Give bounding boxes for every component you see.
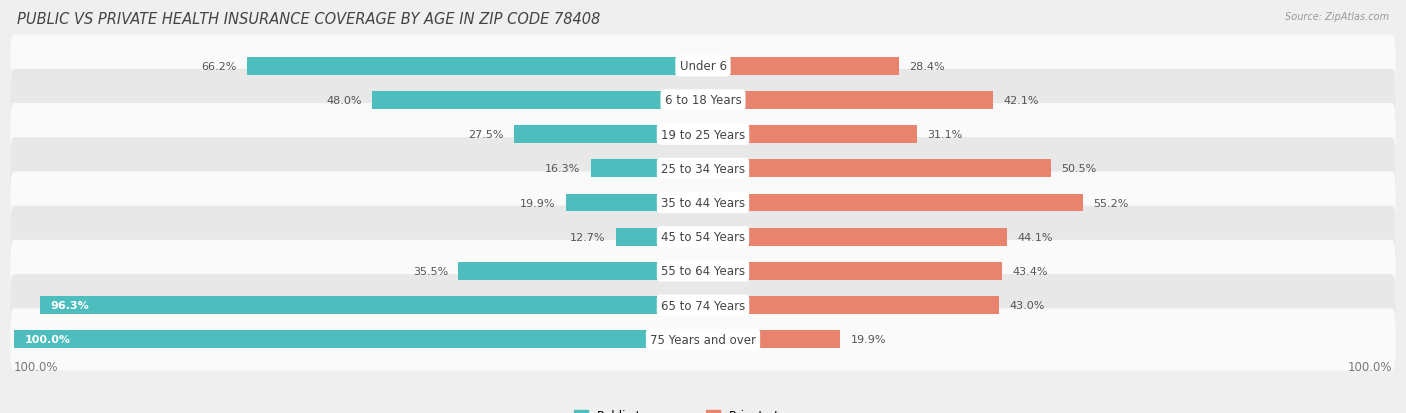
FancyBboxPatch shape: [11, 206, 1395, 268]
Text: 31.1%: 31.1%: [928, 130, 963, 140]
Bar: [458, 262, 703, 280]
Bar: [703, 126, 917, 144]
Text: 50.5%: 50.5%: [1062, 164, 1097, 174]
Text: Under 6: Under 6: [679, 60, 727, 73]
Bar: [565, 194, 703, 212]
Bar: [703, 194, 1083, 212]
Text: 45 to 54 Years: 45 to 54 Years: [661, 231, 745, 244]
Bar: [591, 160, 703, 178]
Text: 19 to 25 Years: 19 to 25 Years: [661, 128, 745, 141]
Legend: Public Insurance, Private Insurance: Public Insurance, Private Insurance: [569, 404, 837, 413]
FancyBboxPatch shape: [11, 70, 1395, 132]
Text: PUBLIC VS PRIVATE HEALTH INSURANCE COVERAGE BY AGE IN ZIP CODE 78408: PUBLIC VS PRIVATE HEALTH INSURANCE COVER…: [17, 12, 600, 27]
Text: 35.5%: 35.5%: [413, 266, 449, 276]
Text: 100.0%: 100.0%: [14, 360, 59, 373]
Text: 12.7%: 12.7%: [569, 232, 605, 242]
Bar: [616, 228, 703, 246]
Text: 100.0%: 100.0%: [24, 335, 70, 344]
Text: 6 to 18 Years: 6 to 18 Years: [665, 94, 741, 107]
Bar: [513, 126, 703, 144]
Text: 16.3%: 16.3%: [546, 164, 581, 174]
FancyBboxPatch shape: [11, 138, 1395, 200]
FancyBboxPatch shape: [11, 172, 1395, 234]
Text: 43.0%: 43.0%: [1010, 300, 1045, 311]
Text: 48.0%: 48.0%: [326, 96, 361, 106]
Text: 19.9%: 19.9%: [851, 335, 886, 344]
Text: 66.2%: 66.2%: [201, 62, 236, 71]
Text: 27.5%: 27.5%: [468, 130, 503, 140]
Text: 28.4%: 28.4%: [910, 62, 945, 71]
FancyBboxPatch shape: [11, 240, 1395, 302]
Text: 44.1%: 44.1%: [1017, 232, 1053, 242]
FancyBboxPatch shape: [11, 104, 1395, 166]
Text: 55 to 64 Years: 55 to 64 Years: [661, 265, 745, 278]
Text: 43.4%: 43.4%: [1012, 266, 1047, 276]
Bar: [39, 297, 703, 314]
Bar: [703, 228, 1007, 246]
Text: 19.9%: 19.9%: [520, 198, 555, 208]
Bar: [703, 160, 1050, 178]
Bar: [247, 58, 703, 76]
Text: 65 to 74 Years: 65 to 74 Years: [661, 299, 745, 312]
Bar: [703, 297, 1000, 314]
Bar: [703, 92, 993, 109]
FancyBboxPatch shape: [11, 36, 1395, 97]
Bar: [703, 331, 841, 349]
Text: 55.2%: 55.2%: [1094, 198, 1129, 208]
FancyBboxPatch shape: [11, 309, 1395, 370]
Text: 75 Years and over: 75 Years and over: [650, 333, 756, 346]
Text: 96.3%: 96.3%: [49, 300, 89, 311]
Bar: [14, 331, 703, 349]
Text: Source: ZipAtlas.com: Source: ZipAtlas.com: [1285, 12, 1389, 22]
Text: 35 to 44 Years: 35 to 44 Years: [661, 197, 745, 209]
Bar: [703, 262, 1002, 280]
FancyBboxPatch shape: [11, 274, 1395, 337]
Text: 42.1%: 42.1%: [1004, 96, 1039, 106]
Bar: [703, 58, 898, 76]
Text: 25 to 34 Years: 25 to 34 Years: [661, 162, 745, 176]
Bar: [373, 92, 703, 109]
Text: 100.0%: 100.0%: [1347, 360, 1392, 373]
